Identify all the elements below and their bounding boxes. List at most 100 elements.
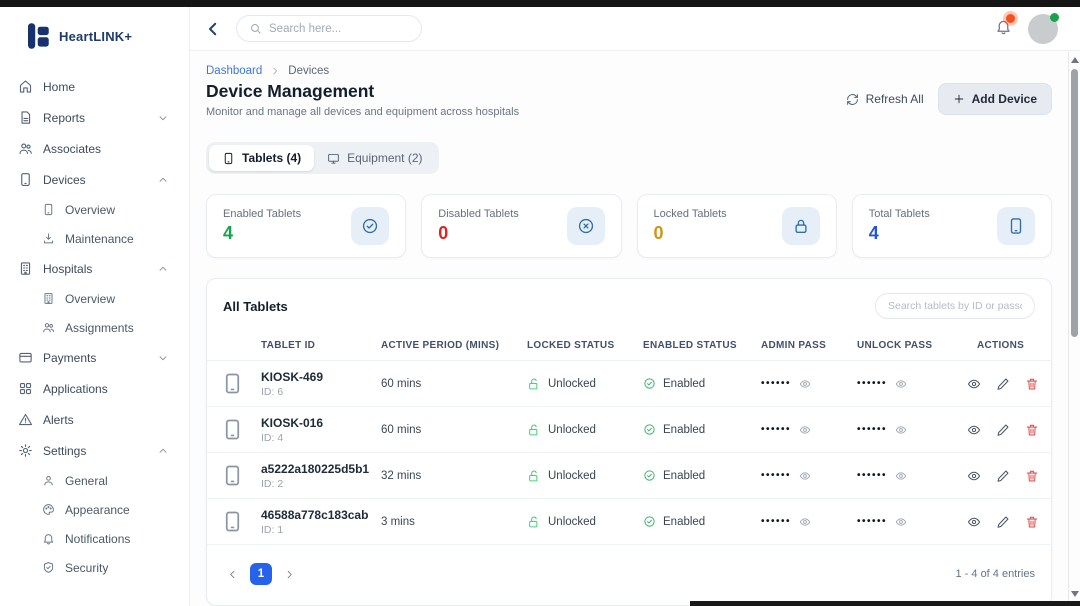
bottom-edge-bar: [690, 601, 1080, 606]
tablet-id: 46588a778c183cab: [261, 507, 369, 522]
show-password-icon[interactable]: [799, 470, 811, 482]
shield-icon: [42, 561, 55, 574]
tablet-icon: [221, 372, 244, 395]
show-password-icon[interactable]: [895, 424, 907, 436]
back-button[interactable]: [204, 20, 222, 38]
sidebar-item-associates[interactable]: Associates: [18, 133, 175, 164]
page-1-button[interactable]: 1: [250, 563, 272, 585]
palette-icon: [42, 503, 55, 516]
sidebar-item-payments[interactable]: Payments: [18, 342, 175, 373]
sidebar-item-label: Alerts: [43, 412, 74, 427]
column-header: TABLET ID: [261, 340, 316, 351]
breadcrumb-dashboard-link[interactable]: Dashboard: [206, 65, 263, 77]
stat-label: Total Tablets: [868, 208, 930, 220]
chevron-up-icon: [157, 174, 169, 186]
sidebar-item-security[interactable]: Security: [18, 553, 175, 582]
sidebar-item-appearance[interactable]: Appearance: [18, 495, 175, 524]
sidebar-item-devices-overview[interactable]: Overview: [18, 195, 175, 224]
delete-button[interactable]: [1025, 469, 1039, 483]
tablet-icon: [42, 203, 55, 216]
tab-equipment[interactable]: Equipment (2): [314, 145, 435, 171]
sidebar-item-label: Reports: [43, 110, 86, 125]
delete-button[interactable]: [1025, 515, 1039, 529]
eye-icon: [967, 469, 981, 483]
sidebar-item-settings[interactable]: Settings: [18, 435, 175, 466]
stat-card-disabled: Disabled Tablets 0: [421, 194, 622, 258]
active-period: 3 mins: [381, 515, 415, 528]
active-period: 32 mins: [381, 469, 422, 482]
stat-cards: Enabled Tablets 4 Disabled Tablets 0: [206, 194, 1052, 258]
scroll-down-arrow[interactable]: [1071, 591, 1079, 597]
content: Dashboard Devices Device Management Moni…: [190, 51, 1080, 606]
sidebar-item-hospitals-overview[interactable]: Overview: [18, 284, 175, 313]
sidebar-item-applications[interactable]: Applications: [18, 373, 175, 404]
breadcrumb-current: Devices: [288, 65, 330, 77]
chevron-up-icon: [157, 445, 169, 457]
avatar[interactable]: [1028, 12, 1059, 44]
alert-triangle-icon: [18, 412, 33, 427]
edit-button[interactable]: [996, 469, 1010, 483]
sidebar-item-devices[interactable]: Devices: [18, 164, 175, 195]
sidebar-item-assignments[interactable]: Assignments: [18, 313, 175, 342]
sidebar-item-label: Settings: [43, 443, 87, 458]
unlock-icon: [527, 515, 541, 529]
view-button[interactable]: [967, 515, 981, 529]
show-password-icon[interactable]: [799, 378, 811, 390]
show-password-icon[interactable]: [895, 516, 907, 528]
sidebar-item-maintenance[interactable]: Maintenance: [18, 224, 175, 253]
show-password-icon[interactable]: [799, 424, 811, 436]
sidebar-item-general[interactable]: General: [18, 466, 175, 495]
view-button[interactable]: [967, 423, 981, 437]
show-password-icon[interactable]: [799, 516, 811, 528]
delete-button[interactable]: [1025, 377, 1039, 391]
sidebar-item-hospitals[interactable]: Hospitals: [18, 253, 175, 284]
scrollbar: [1068, 52, 1080, 606]
tablet-numeric-id: ID: 1: [261, 523, 284, 536]
delete-button[interactable]: [1025, 423, 1039, 437]
search-icon: [249, 22, 262, 35]
next-page-button[interactable]: [280, 569, 299, 580]
prev-page-button[interactable]: [223, 569, 242, 580]
sidebar-item-alerts[interactable]: Alerts: [18, 404, 175, 435]
table-search-input[interactable]: [875, 293, 1035, 319]
global-search-input[interactable]: [269, 22, 409, 35]
tablet-id: KIOSK-016: [261, 415, 324, 430]
sidebar-item-notifications[interactable]: Notifications: [18, 524, 175, 553]
global-search: [236, 15, 422, 42]
notifications-button[interactable]: [995, 13, 1015, 40]
title-row: Device Management Monitor and manage all…: [206, 81, 1052, 118]
edit-button[interactable]: [996, 423, 1010, 437]
edit-button[interactable]: [996, 515, 1010, 529]
view-button[interactable]: [967, 377, 981, 391]
show-password-icon[interactable]: [895, 378, 907, 390]
users-icon: [18, 141, 33, 156]
active-period: 60 mins: [381, 377, 422, 390]
tab-tablets[interactable]: Tablets (4): [209, 145, 315, 171]
lock-icon: [792, 217, 810, 235]
heartlink-logo-icon: [28, 23, 50, 49]
sidebar-item-label: Assignments: [65, 320, 134, 335]
sidebar-item-label: Overview: [65, 202, 116, 217]
tablet-id: a5222a180225d5b1: [261, 461, 370, 476]
unlock-pass-masked: ••••••: [857, 516, 888, 527]
show-password-icon[interactable]: [895, 470, 907, 482]
refresh-all-button[interactable]: Refresh All: [846, 92, 924, 106]
tablet-icon: [221, 510, 244, 533]
admin-pass-masked: ••••••: [761, 516, 792, 527]
add-device-button[interactable]: Add Device: [937, 83, 1052, 115]
scroll-up-arrow[interactable]: [1071, 57, 1079, 63]
edit-button[interactable]: [996, 377, 1010, 391]
scrollbar-thumb[interactable]: [1071, 69, 1078, 337]
tab-label: Equipment (2): [347, 151, 423, 165]
pencil-icon: [996, 377, 1010, 391]
view-button[interactable]: [967, 469, 981, 483]
sidebar-item-reports[interactable]: Reports: [18, 102, 175, 133]
sidebar-item-label: Applications: [43, 381, 108, 396]
enabled-status: Enabled: [663, 423, 706, 436]
pagination: 1 1 - 4 of 4 entries: [207, 545, 1051, 605]
table-row: a5222a180225d5b1 ID: 2 32 mins Unlocked …: [207, 453, 1051, 499]
sidebar-item-home[interactable]: Home: [18, 71, 175, 102]
file-icon: [18, 110, 33, 125]
entries-summary: 1 - 4 of 4 entries: [955, 568, 1036, 580]
stat-card-total: Total Tablets 4: [851, 194, 1052, 258]
